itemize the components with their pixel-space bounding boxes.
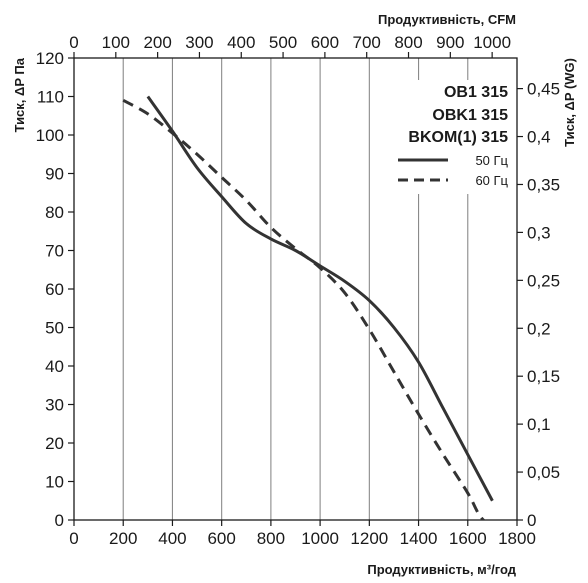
x-top-tick-label: 700 — [353, 33, 381, 52]
y-left-tick-label: 110 — [37, 88, 64, 107]
x-bottom-tick-label: 200 — [109, 529, 137, 548]
y-left-tick-label: 120 — [36, 49, 64, 68]
y-right-tick-label: 0,3 — [527, 223, 551, 242]
x-top-tick-label: 400 — [227, 33, 255, 52]
x-bottom-tick-label: 400 — [158, 529, 186, 548]
legend-background — [396, 80, 514, 194]
x-top-tick-label: 1000 — [473, 33, 511, 52]
legend: OB1 315 OBK1 315 BKOM(1) 315 50 Гц 60 Гц — [396, 80, 514, 194]
x-top-tick-label: 900 — [436, 33, 464, 52]
x-top-tick-label: 300 — [185, 33, 213, 52]
x-bottom-tick-label: 1800 — [498, 529, 536, 548]
y-left-tick-label: 50 — [45, 319, 64, 338]
series-lines — [122, 95, 494, 520]
y-left-tick-label: 80 — [45, 203, 64, 222]
x-bottom-tick-label: 0 — [69, 529, 78, 548]
x-top-axis-title: Продуктивність, CFM — [378, 12, 516, 27]
legend-label-50hz: 50 Гц — [475, 153, 508, 168]
x-top-tick-label: 800 — [394, 33, 422, 52]
model-label-1: OB1 315 — [444, 84, 508, 101]
x-top-tick-label: 200 — [143, 33, 171, 52]
y-left-tick-label: 40 — [45, 357, 64, 376]
y-left-tick-label: 30 — [45, 396, 64, 415]
x-top-tick-label: 100 — [102, 33, 130, 52]
x-bottom-tick-label: 800 — [257, 529, 285, 548]
series-line-60hz — [122, 99, 486, 520]
y-right-tick-label: 0 — [527, 511, 536, 530]
model-label-2: OBK1 315 — [432, 107, 508, 124]
x-bottom-tick-label: 1400 — [400, 529, 438, 548]
x-top-tick-label: 0 — [69, 33, 78, 52]
y-left-axis-title: Тиск, ΔP Па — [12, 57, 27, 132]
y-right-tick-label: 0,1 — [527, 415, 551, 434]
y-left-tick-label: 100 — [36, 126, 64, 145]
y-left-tick-label: 90 — [45, 165, 64, 184]
model-label-3: BKOM(1) 315 — [408, 129, 508, 146]
x-bottom-tick-label: 1200 — [350, 529, 388, 548]
y-left-tick-label: 0 — [55, 511, 64, 530]
y-right-tick-label: 0,05 — [527, 463, 560, 482]
y-right-tick-label: 0,35 — [527, 175, 560, 194]
x-bottom-axis-title: Продуктивність, м³/год — [367, 562, 516, 577]
x-bottom-tick-label: 600 — [207, 529, 235, 548]
y-right-axis-title: Тиск, ΔP (WG) — [562, 58, 577, 147]
x-bottom-tick-label: 1600 — [449, 529, 487, 548]
y-right-tick-label: 0,4 — [527, 128, 551, 147]
y-left-tick-label: 20 — [45, 434, 64, 453]
y-left-tick-label: 10 — [45, 473, 64, 492]
y-left-tick-label: 60 — [45, 280, 64, 299]
y-left-tick-label: 70 — [45, 242, 64, 261]
y-right-tick-label: 0,25 — [527, 271, 560, 290]
y-right-tick-label: 0,45 — [527, 80, 560, 99]
legend-label-60hz: 60 Гц — [475, 173, 508, 188]
x-bottom-tick-label: 1000 — [301, 529, 339, 548]
x-top-tick-label: 600 — [311, 33, 339, 52]
y-right-tick-label: 0,15 — [527, 367, 560, 386]
y-right-tick-label: 0,2 — [527, 319, 551, 338]
axis-ticks — [68, 52, 523, 526]
x-top-tick-label: 500 — [269, 33, 297, 52]
